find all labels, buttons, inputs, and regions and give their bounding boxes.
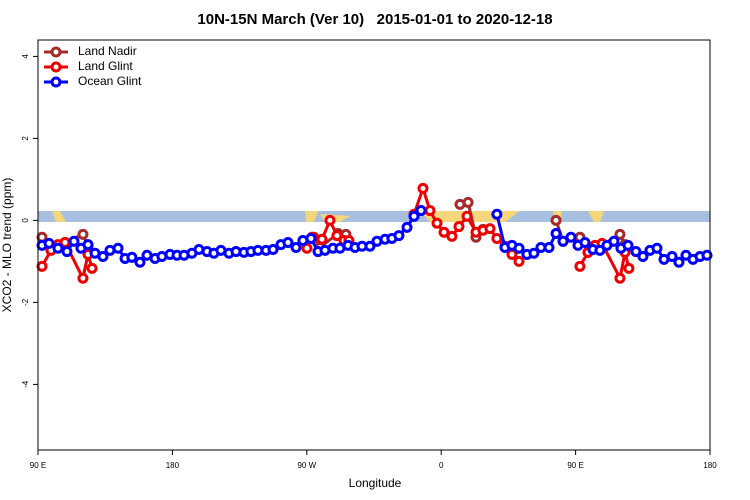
data-point (550, 228, 562, 240)
data-point (666, 250, 678, 262)
data-point (364, 240, 376, 252)
land-patch (305, 211, 318, 222)
data-point (557, 235, 569, 247)
data-point (86, 262, 98, 274)
data-point (431, 217, 443, 229)
y-axis-label: XCO2 - MLO trend (ppm) (0, 178, 14, 313)
data-point (43, 237, 55, 249)
legend-label: Ocean Glint (78, 74, 142, 88)
x-axis-label: Longitude (349, 476, 402, 490)
legend-label: Land Glint (78, 59, 133, 73)
data-point (491, 208, 503, 220)
data-point (97, 250, 109, 262)
data-point (134, 256, 146, 268)
data-point (630, 246, 642, 258)
x-tick-label: 90 E (567, 461, 583, 470)
data-point (126, 251, 138, 263)
x-tick-label: 0 (439, 461, 444, 470)
data-point (393, 230, 405, 242)
data-point (438, 226, 450, 238)
data-point (614, 228, 626, 240)
data-point (408, 210, 420, 222)
data-point (491, 232, 503, 244)
data-point (417, 182, 429, 194)
data-point (651, 242, 663, 254)
data-point (112, 242, 124, 254)
data-point (614, 272, 626, 284)
legend-marker (50, 76, 62, 88)
data-point (550, 214, 562, 226)
y-tick-label: 4 (21, 54, 30, 59)
data-point (622, 239, 634, 251)
plot-marks (36, 182, 713, 284)
x-tick-label: 90 W (297, 461, 316, 470)
data-point (565, 231, 577, 243)
data-point (446, 230, 458, 242)
land-patch (52, 211, 66, 222)
y-tick-label: -2 (21, 298, 30, 306)
data-point (462, 196, 474, 208)
data-point (324, 214, 336, 226)
data-point (267, 244, 279, 256)
chart-title: 10N-15N March (Ver 10) 2015-01-01 to 202… (197, 11, 552, 28)
zero-band (38, 211, 710, 222)
data-point (52, 242, 64, 254)
data-point (36, 260, 48, 272)
map-background (38, 211, 710, 222)
x-tick-label: 180 (166, 461, 180, 470)
data-point (424, 205, 436, 217)
y-tick-label: 2 (21, 136, 30, 141)
x-tick-label: 180 (703, 461, 717, 470)
plot-frame (37, 39, 711, 451)
data-point (461, 210, 473, 222)
data-point (623, 262, 635, 274)
y-tick-label: 0 (21, 218, 30, 223)
y-tick-label: -4 (21, 380, 30, 388)
data-point (301, 242, 313, 254)
data-point (574, 260, 586, 272)
data-point (513, 242, 525, 254)
data-point (77, 228, 89, 240)
data-point (316, 233, 328, 245)
data-point (608, 235, 620, 247)
data-point (282, 237, 294, 249)
data-point (673, 256, 685, 268)
data-point (453, 221, 465, 233)
data-point (401, 221, 413, 233)
data-point (513, 255, 525, 267)
data-point (543, 241, 555, 253)
data-point (61, 246, 73, 258)
data-point (290, 241, 302, 253)
data-point (68, 235, 80, 247)
data-point (594, 244, 606, 256)
data-point (77, 272, 89, 284)
data-point (701, 249, 713, 261)
land-patch (588, 211, 604, 222)
data-point (528, 247, 540, 259)
legend-marker (50, 46, 62, 58)
legend-marker (50, 61, 62, 73)
x-tick-label: 90 E (30, 461, 46, 470)
data-point (484, 223, 496, 235)
data-point (579, 237, 591, 249)
legend-label: Land Nadir (78, 44, 137, 58)
data-point (331, 230, 343, 242)
data-point (637, 250, 649, 262)
data-point (82, 239, 94, 251)
data-point (415, 205, 427, 217)
data-point (305, 232, 317, 244)
